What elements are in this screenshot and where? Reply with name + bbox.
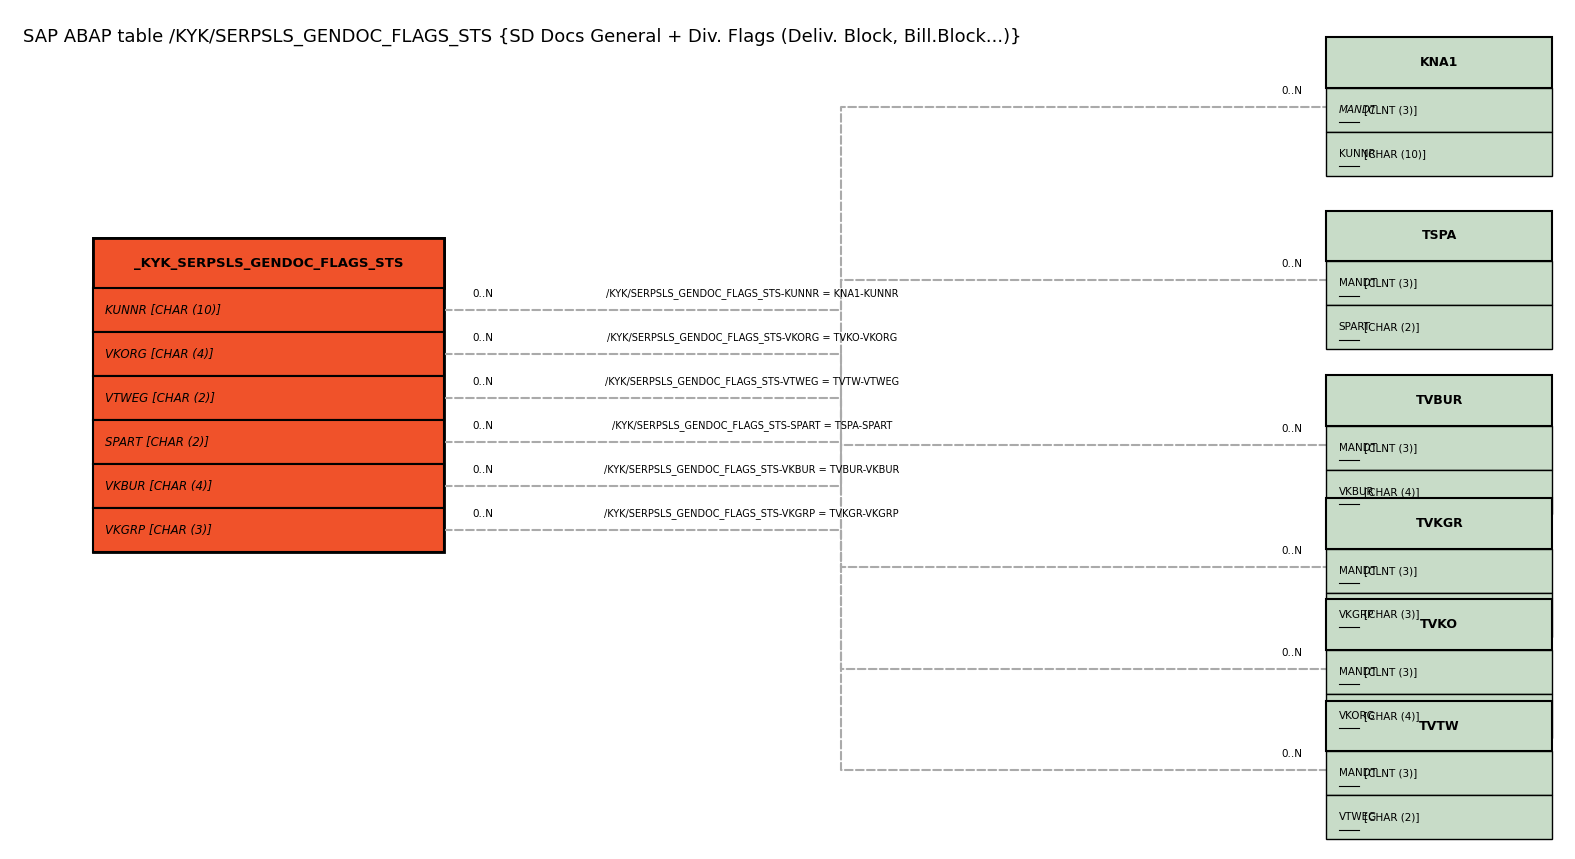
FancyBboxPatch shape: [1326, 650, 1553, 694]
Text: KUNNR: KUNNR: [1339, 149, 1375, 159]
Text: /KYK/SERPSLS_GENDOC_FLAGS_STS-VKGRP = TVKGR-VKGRP: /KYK/SERPSLS_GENDOC_FLAGS_STS-VKGRP = TV…: [605, 509, 899, 519]
FancyBboxPatch shape: [1326, 795, 1553, 839]
FancyBboxPatch shape: [93, 420, 444, 464]
Text: VKGRP: VKGRP: [1339, 610, 1373, 619]
Text: 0..N: 0..N: [1282, 423, 1303, 434]
FancyBboxPatch shape: [1326, 88, 1553, 132]
Text: 0..N: 0..N: [472, 333, 493, 344]
Text: [CLNT (3)]: [CLNT (3)]: [1364, 278, 1418, 289]
Text: 0..N: 0..N: [1282, 259, 1303, 269]
FancyBboxPatch shape: [1326, 375, 1553, 426]
Text: VTWEG [CHAR (2)]: VTWEG [CHAR (2)]: [106, 392, 216, 405]
Text: [CLNT (3)]: [CLNT (3)]: [1364, 443, 1418, 453]
FancyBboxPatch shape: [1326, 305, 1553, 350]
Text: /KYK/SERPSLS_GENDOC_FLAGS_STS-KUNNR = KNA1-KUNNR: /KYK/SERPSLS_GENDOC_FLAGS_STS-KUNNR = KN…: [605, 289, 898, 299]
Text: [CHAR (10)]: [CHAR (10)]: [1364, 149, 1425, 159]
Text: /KYK/SERPSLS_GENDOC_FLAGS_STS-VKORG = TVKO-VKORG: /KYK/SERPSLS_GENDOC_FLAGS_STS-VKORG = TV…: [606, 332, 896, 344]
Text: /KYK/SERPSLS_GENDOC_FLAGS_STS-SPART = TSPA-SPART: /KYK/SERPSLS_GENDOC_FLAGS_STS-SPART = TS…: [611, 420, 891, 431]
FancyBboxPatch shape: [1326, 549, 1553, 593]
Text: 0..N: 0..N: [1282, 546, 1303, 557]
Text: /KYK/SERPSLS_GENDOC_FLAGS_STS-VTWEG = TVTW-VTWEG: /KYK/SERPSLS_GENDOC_FLAGS_STS-VTWEG = TV…: [605, 376, 899, 387]
FancyBboxPatch shape: [93, 289, 444, 332]
Text: MANDT: MANDT: [1339, 667, 1377, 677]
FancyBboxPatch shape: [1326, 701, 1553, 752]
FancyBboxPatch shape: [1326, 132, 1553, 176]
Text: 0..N: 0..N: [1282, 86, 1303, 95]
Text: MANDT: MANDT: [1339, 278, 1377, 289]
Text: TVKO: TVKO: [1421, 618, 1458, 631]
FancyBboxPatch shape: [1326, 694, 1553, 738]
FancyBboxPatch shape: [1326, 470, 1553, 514]
FancyBboxPatch shape: [93, 332, 444, 376]
Text: VKBUR [CHAR (4)]: VKBUR [CHAR (4)]: [106, 479, 213, 492]
FancyBboxPatch shape: [1326, 498, 1553, 549]
Text: [CHAR (2)]: [CHAR (2)]: [1364, 813, 1419, 822]
FancyBboxPatch shape: [93, 238, 444, 552]
FancyBboxPatch shape: [1326, 210, 1553, 261]
FancyBboxPatch shape: [1326, 752, 1553, 795]
Text: 0..N: 0..N: [472, 509, 493, 519]
Text: 0..N: 0..N: [472, 421, 493, 431]
FancyBboxPatch shape: [1326, 593, 1553, 637]
Text: /KYK/SERPSLS_GENDOC_FLAGS_STS-VKBUR = TVBUR-VKBUR: /KYK/SERPSLS_GENDOC_FLAGS_STS-VKBUR = TV…: [605, 464, 899, 475]
FancyBboxPatch shape: [93, 508, 444, 552]
FancyBboxPatch shape: [1326, 426, 1553, 470]
Text: VKORG [CHAR (4)]: VKORG [CHAR (4)]: [106, 348, 214, 361]
FancyBboxPatch shape: [1326, 38, 1553, 88]
Text: SPART [CHAR (2)]: SPART [CHAR (2)]: [106, 436, 209, 448]
Text: TSPA: TSPA: [1422, 229, 1457, 242]
Text: KUNNR [CHAR (10)]: KUNNR [CHAR (10)]: [106, 304, 222, 317]
FancyBboxPatch shape: [93, 464, 444, 508]
Text: MANDT: MANDT: [1339, 443, 1377, 453]
Text: VKBUR: VKBUR: [1339, 487, 1375, 497]
Text: SAP ABAP table /KYK/SERPSLS_GENDOC_FLAGS_STS {SD Docs General + Div. Flags (Deli: SAP ABAP table /KYK/SERPSLS_GENDOC_FLAGS…: [22, 28, 1021, 46]
Text: KNA1: KNA1: [1421, 56, 1458, 70]
Text: [CHAR (4)]: [CHAR (4)]: [1364, 487, 1419, 497]
Text: [CHAR (3)]: [CHAR (3)]: [1364, 610, 1419, 619]
Text: TVTW: TVTW: [1419, 720, 1460, 733]
Text: [CHAR (2)]: [CHAR (2)]: [1364, 322, 1419, 332]
Text: MANDT: MANDT: [1339, 769, 1377, 778]
Text: 0..N: 0..N: [472, 465, 493, 475]
FancyBboxPatch shape: [1326, 261, 1553, 305]
Text: 0..N: 0..N: [472, 377, 493, 387]
FancyBboxPatch shape: [93, 238, 444, 289]
Text: 0..N: 0..N: [1282, 648, 1303, 658]
Text: [CHAR (4)]: [CHAR (4)]: [1364, 711, 1419, 721]
Text: VKORG: VKORG: [1339, 711, 1375, 721]
Text: VTWEG: VTWEG: [1339, 813, 1377, 822]
Text: TVBUR: TVBUR: [1416, 394, 1463, 407]
Text: _KYK_SERPSLS_GENDOC_FLAGS_STS: _KYK_SERPSLS_GENDOC_FLAGS_STS: [134, 257, 403, 270]
Text: [CLNT (3)]: [CLNT (3)]: [1364, 565, 1418, 576]
Text: MANDT: MANDT: [1339, 105, 1377, 115]
Text: [CLNT (3)]: [CLNT (3)]: [1364, 105, 1418, 115]
Text: SPART: SPART: [1339, 322, 1370, 332]
Text: MANDT: MANDT: [1339, 565, 1377, 576]
Text: [CLNT (3)]: [CLNT (3)]: [1364, 667, 1418, 677]
Text: [CLNT (3)]: [CLNT (3)]: [1364, 769, 1418, 778]
Text: TVKGR: TVKGR: [1416, 517, 1463, 530]
FancyBboxPatch shape: [93, 376, 444, 420]
FancyBboxPatch shape: [1326, 600, 1553, 650]
Text: 0..N: 0..N: [1282, 749, 1303, 759]
Text: 0..N: 0..N: [472, 289, 493, 299]
Text: VKGRP [CHAR (3)]: VKGRP [CHAR (3)]: [106, 524, 213, 537]
